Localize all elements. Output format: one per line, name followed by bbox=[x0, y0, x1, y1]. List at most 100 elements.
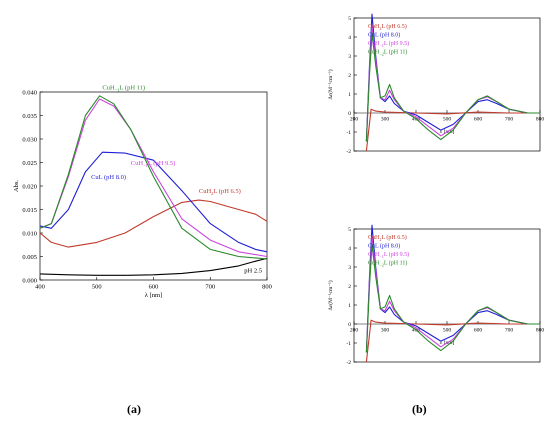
chart-a-x-axis-label: λ [nm] bbox=[145, 292, 162, 299]
chart-a-y-tick-label-0: 0.000 bbox=[22, 277, 37, 284]
chart-b-top-series-0 bbox=[365, 108, 540, 152]
chart-a-annotation-2: CuL (pH 8.0) bbox=[91, 174, 126, 181]
chart-a-annotation-1-tail: L (pH 9.5) bbox=[148, 160, 175, 167]
chart-b-bottom-plot-frame bbox=[353, 228, 541, 363]
chart-a-y-tick-label-3: 0.015 bbox=[22, 207, 37, 214]
chart-b-top-plot-frame bbox=[353, 17, 541, 152]
chart-a-y-tick-label-8: 0.040 bbox=[22, 89, 37, 96]
chart-b-bottom-legend-2: CuH−1L (pH 9.5) bbox=[368, 251, 409, 259]
chart-a-x-tick-label-3: 700 bbox=[205, 284, 215, 291]
chart-b-top-y-tick-label-6: 4 bbox=[348, 35, 351, 41]
chart-b-bottom-legend-0: CuH2L (pH 6.5) bbox=[368, 234, 407, 242]
chart-b-top-y-tick-label-2: 0 bbox=[348, 111, 351, 117]
chart-b-top-legend-3-main: CuH bbox=[368, 50, 380, 56]
chart-a-annotation-4-main: pH 2.5 bbox=[244, 267, 262, 274]
chart-b-top-y-tick-label-7: 5 bbox=[348, 16, 351, 22]
chart-b-top-legend-3-sub: −2 bbox=[379, 52, 383, 57]
chart-b-bottom-x-tick-label-0: 200 bbox=[350, 328, 359, 334]
chart-a-annotation-0-tail: L (pH 11) bbox=[120, 85, 146, 92]
chart-b-top-legend-2: CuH−1L (pH 9.5) bbox=[368, 40, 409, 48]
chart-a-annotation-0-sub: −1 bbox=[115, 88, 120, 93]
chart-b-bottom-legend-2-main: CuH bbox=[368, 252, 380, 258]
chart-b-bottom-legend-0-sub: 2 bbox=[379, 237, 381, 242]
chart-b-top-legend-1-main: CuL (pH 8.0) bbox=[368, 32, 400, 39]
chart-b-top-series-3 bbox=[365, 32, 540, 142]
chart-b-bottom-series-0 bbox=[365, 319, 540, 363]
chart-a-series-3 bbox=[39, 98, 268, 258]
chart-b-top-y-tick-label-4: 2 bbox=[348, 73, 351, 79]
chart-b-bottom-legend-3-tail: L (pH 11) bbox=[384, 260, 408, 267]
chart-b-bottom-legend-2-tail: L (pH 9.5) bbox=[384, 251, 409, 258]
chart-b-top-y-tick-label-5: 3 bbox=[348, 54, 351, 60]
chart-a-annotation-0: CuH−1L (pH 11) bbox=[102, 85, 145, 93]
chart-b-top-x-tick-label-6: 800 bbox=[536, 117, 545, 123]
chart-b-top-y-tick-label-3: 1 bbox=[348, 92, 351, 98]
chart-a-annotation-3-main: CuH bbox=[199, 188, 212, 195]
chart-b-top-y-axis-label: Δε(M⁻¹cm⁻¹) bbox=[327, 69, 334, 99]
chart-b-top-legend-0-sub: 2 bbox=[379, 26, 381, 31]
chart-b-bottom-legend-3-sub: −2 bbox=[379, 263, 383, 268]
chart-a-plot-frame bbox=[39, 91, 268, 281]
chart-b-bottom-x-tick-label-4: 600 bbox=[474, 328, 483, 334]
chart-a-x-tick-label-1: 500 bbox=[92, 284, 102, 291]
chart-b-bottom-y-tick-label-1: -1 bbox=[346, 341, 351, 347]
chart-b-top-x-tick-label-3: 500 bbox=[443, 117, 452, 123]
chart-b-bottom-series-3 bbox=[365, 243, 540, 353]
chart-a-y-tick-label-6: 0.030 bbox=[22, 136, 37, 143]
chart-a-annotation-3: CuH2L (pH 6.5) bbox=[199, 188, 241, 196]
chart-b-bottom-x-tick-label-3: 500 bbox=[443, 328, 452, 334]
chart-b-top-legend-0-main: CuH bbox=[368, 24, 380, 30]
chart-a-annotation-4: pH 2.5 bbox=[244, 267, 262, 274]
chart-a-x-tick-label-0: 400 bbox=[35, 284, 45, 291]
chart-a-annotation-2-main: CuL (pH 8.0) bbox=[91, 174, 126, 181]
chart-b-bottom-y-axis-label: Δε(M⁻¹cm⁻¹) bbox=[327, 280, 334, 310]
chart-b-bottom-y-tick-label-3: 1 bbox=[348, 303, 351, 309]
chart-b-top-legend-0-tail: L (pH 6.5) bbox=[381, 23, 406, 30]
chart-a-y-tick-label-1: 0.005 bbox=[22, 254, 37, 261]
chart-a-series-4 bbox=[39, 95, 268, 260]
chart-b-bottom-legend-2-sub: −1 bbox=[379, 254, 383, 259]
chart-b-top-x-tick-label-0: 200 bbox=[350, 117, 359, 123]
chart-b-bottom-x-tick-label-1: 300 bbox=[381, 328, 390, 334]
chart-b-top-legend-2-tail: L (pH 9.5) bbox=[384, 40, 409, 47]
chart-a-x-tick-label-2: 600 bbox=[149, 284, 159, 291]
chart-b-bottom-x-tick-label-5: 700 bbox=[505, 328, 514, 334]
chart-b-top-legend-1: CuL (pH 8.0) bbox=[368, 32, 400, 39]
chart-a-annotation-1-sub: −1 bbox=[143, 163, 148, 168]
chart-b-top-legend-2-main: CuH bbox=[368, 41, 380, 47]
chart-a-annotation-3-tail: L (pH 6.5) bbox=[213, 188, 240, 195]
chart-a-annotation-1-main: CuH bbox=[131, 160, 144, 167]
chart-b-bottom-legend-0-tail: L (pH 6.5) bbox=[381, 234, 406, 241]
chart-b-top-x-tick-label-1: 300 bbox=[381, 117, 390, 123]
chart-b-bottom-y-tick-label-4: 2 bbox=[348, 284, 351, 290]
chart-a-y-tick-label-7: 0.035 bbox=[22, 113, 37, 120]
chart-b-top-legend-2-sub: −1 bbox=[379, 43, 383, 48]
chart-a-series-1 bbox=[39, 199, 268, 248]
chart-b-top-legend-0: CuH2L (pH 6.5) bbox=[368, 23, 407, 31]
chart-b-bottom-legend-0-main: CuH bbox=[368, 235, 380, 241]
chart-b-bottom-legend-3-main: CuH bbox=[368, 261, 380, 267]
chart-b-top-x-tick-label-4: 600 bbox=[474, 117, 483, 123]
chart-a-annotation-0-main: CuH bbox=[102, 85, 115, 92]
panel-label-b: (b) bbox=[412, 402, 427, 416]
chart-a-annotation-1: CuH−1L (pH 9.5) bbox=[131, 160, 176, 168]
chart-a-annotation-3-sub: 2 bbox=[211, 191, 214, 196]
chart-a-series-0 bbox=[39, 257, 268, 276]
chart-b-bottom-y-tick-label-7: 5 bbox=[348, 227, 351, 233]
chart-a-x-tick-label-4: 800 bbox=[262, 284, 272, 291]
chart-a-y-tick-label-2: 0.010 bbox=[22, 230, 37, 237]
chart-b-bottom-legend-1: CuL (pH 8.0) bbox=[368, 243, 400, 250]
chart-b-bottom-y-tick-label-5: 3 bbox=[348, 265, 351, 271]
chart-b-bottom-y-tick-label-2: 0 bbox=[348, 322, 351, 328]
chart-b-bottom-x-tick-label-6: 800 bbox=[536, 328, 545, 334]
chart-b-top-y-tick-label-1: -1 bbox=[346, 130, 351, 136]
panel-label-a: (a) bbox=[127, 402, 141, 416]
chart-a-y-tick-label-4: 0.020 bbox=[22, 183, 37, 190]
chart-a-y-axis-label: Abs. bbox=[13, 180, 20, 192]
chart-b-bottom-y-tick-label-0: -2 bbox=[346, 360, 351, 366]
chart-b-top-legend-3: CuH−2L (pH 11) bbox=[368, 49, 407, 57]
chart-b-top-y-tick-label-0: -2 bbox=[346, 149, 351, 155]
